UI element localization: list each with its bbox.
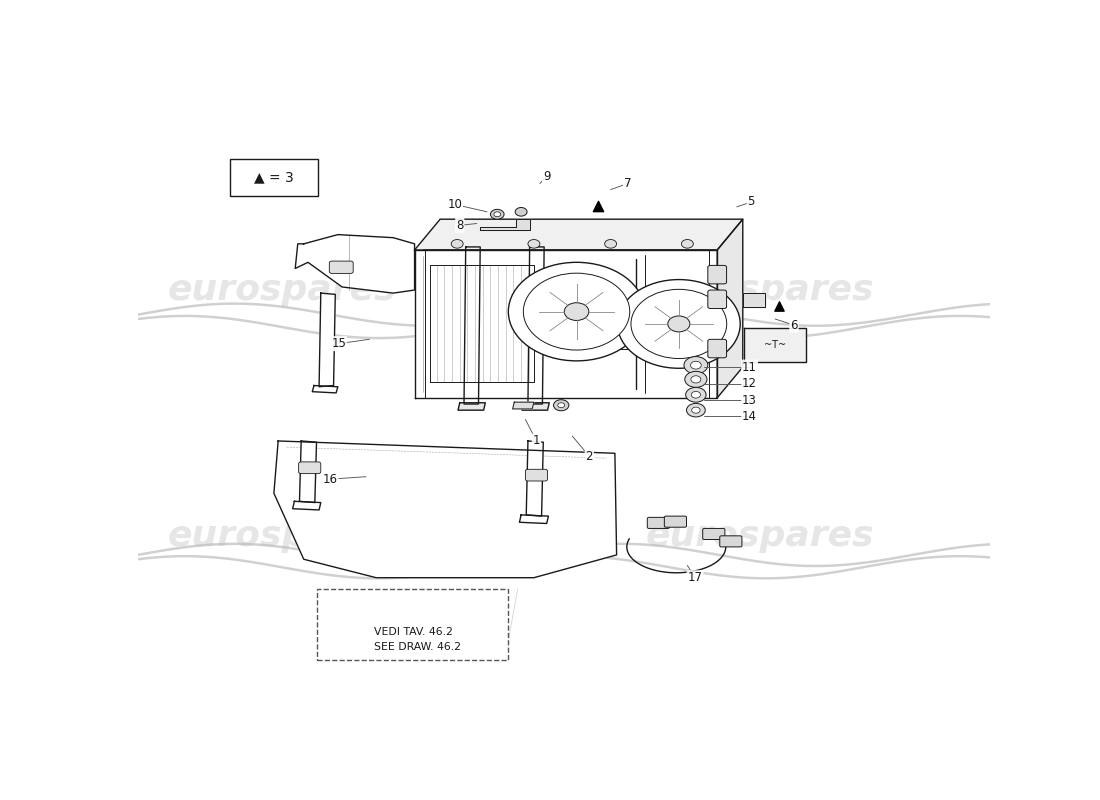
Point — [590, 199, 607, 212]
Circle shape — [631, 290, 727, 358]
Circle shape — [685, 387, 706, 402]
Text: 6: 6 — [790, 318, 798, 332]
FancyBboxPatch shape — [719, 536, 741, 547]
Circle shape — [668, 316, 690, 332]
Circle shape — [691, 376, 701, 383]
Text: eurospares: eurospares — [646, 519, 874, 554]
FancyBboxPatch shape — [230, 159, 318, 196]
Polygon shape — [717, 219, 743, 398]
Polygon shape — [415, 219, 742, 250]
Text: 17: 17 — [688, 571, 703, 584]
Circle shape — [515, 207, 527, 216]
Text: eurospares: eurospares — [168, 273, 397, 307]
Circle shape — [617, 279, 740, 368]
Polygon shape — [293, 502, 321, 510]
Polygon shape — [481, 219, 530, 230]
Circle shape — [605, 239, 617, 248]
Text: ▲ = 3: ▲ = 3 — [254, 170, 294, 185]
Polygon shape — [295, 234, 415, 293]
Polygon shape — [513, 402, 534, 409]
Circle shape — [558, 402, 564, 408]
Text: 13: 13 — [742, 394, 757, 407]
FancyBboxPatch shape — [707, 290, 727, 309]
Polygon shape — [458, 402, 485, 410]
Circle shape — [685, 371, 707, 387]
Circle shape — [553, 400, 569, 410]
Circle shape — [686, 403, 705, 417]
Polygon shape — [415, 250, 717, 398]
Text: 16: 16 — [322, 473, 338, 486]
Circle shape — [494, 212, 501, 217]
Polygon shape — [522, 402, 549, 410]
Polygon shape — [464, 247, 481, 404]
Circle shape — [681, 239, 693, 248]
Text: 7: 7 — [624, 177, 631, 190]
Text: 1: 1 — [532, 434, 540, 447]
FancyBboxPatch shape — [647, 518, 670, 529]
Text: 5: 5 — [748, 195, 755, 209]
Text: VEDI TAV. 46.2
SEE DRAW. 46.2: VEDI TAV. 46.2 SEE DRAW. 46.2 — [374, 627, 462, 652]
FancyBboxPatch shape — [298, 462, 321, 474]
Text: eurospares: eurospares — [168, 519, 397, 554]
Polygon shape — [312, 386, 338, 393]
Circle shape — [684, 357, 707, 374]
Polygon shape — [299, 441, 317, 502]
Text: 10: 10 — [448, 198, 462, 211]
Text: 12: 12 — [742, 377, 757, 390]
Circle shape — [691, 362, 702, 369]
Polygon shape — [319, 293, 336, 386]
Polygon shape — [519, 515, 549, 523]
Point — [771, 300, 789, 313]
Polygon shape — [528, 247, 544, 404]
Polygon shape — [526, 441, 543, 516]
Text: 15: 15 — [331, 337, 346, 350]
Text: eurospares: eurospares — [646, 273, 874, 307]
Polygon shape — [742, 293, 764, 306]
Circle shape — [691, 391, 701, 398]
Circle shape — [692, 407, 700, 414]
Circle shape — [564, 302, 589, 321]
Circle shape — [508, 262, 645, 361]
FancyBboxPatch shape — [526, 470, 548, 481]
Text: 9: 9 — [543, 170, 550, 182]
Text: 2: 2 — [585, 450, 593, 463]
Circle shape — [524, 273, 629, 350]
FancyBboxPatch shape — [329, 261, 353, 274]
Polygon shape — [745, 328, 806, 362]
Polygon shape — [274, 441, 617, 578]
Circle shape — [491, 210, 504, 219]
Text: 14: 14 — [742, 410, 757, 423]
Bar — [317, 589, 508, 660]
Circle shape — [451, 239, 463, 248]
Text: 8: 8 — [456, 219, 463, 232]
FancyBboxPatch shape — [703, 529, 725, 539]
FancyBboxPatch shape — [707, 339, 727, 358]
FancyBboxPatch shape — [707, 266, 727, 284]
Circle shape — [528, 239, 540, 248]
FancyBboxPatch shape — [664, 516, 686, 527]
Text: 11: 11 — [742, 361, 757, 374]
Text: ~T~: ~T~ — [764, 340, 786, 350]
